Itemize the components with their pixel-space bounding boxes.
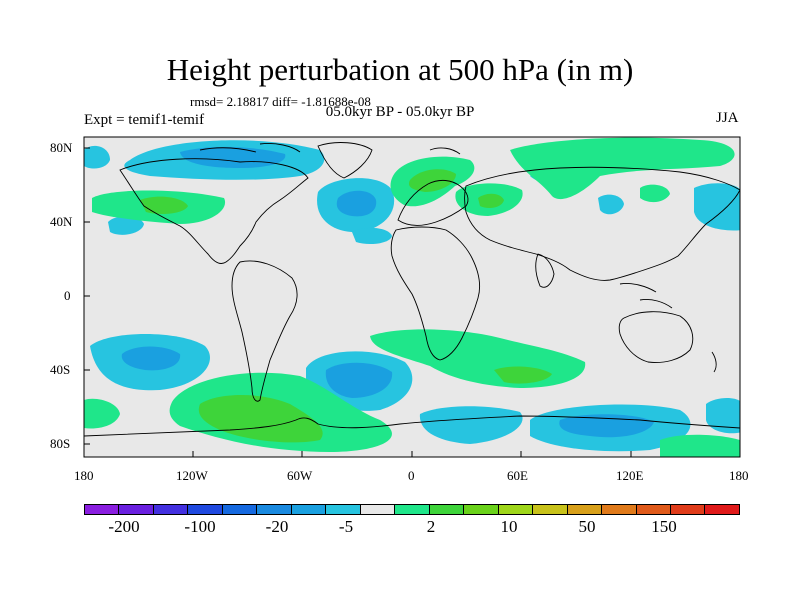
coastline-maritime (619, 283, 673, 309)
lon-label-120w: 120W (176, 468, 208, 483)
anomaly-region-sh-atlantic-blue-core (325, 362, 393, 398)
colorbar-swatch-16 (636, 505, 671, 514)
colorbar-swatch-0 (85, 505, 120, 514)
coastline-south-america (231, 260, 298, 402)
coastline-north-america (119, 158, 309, 265)
anomaly-region-atlantic-blue-low (352, 227, 392, 244)
coastline-europe (397, 179, 469, 226)
colorbar-swatch-8 (360, 505, 396, 514)
colorbar-swatch-11 (464, 505, 499, 514)
colorbar-swatch-2 (153, 505, 189, 514)
anomaly-region-sh-green-east (660, 434, 740, 457)
coastline-india (535, 253, 555, 288)
colorbar-swatch-13 (533, 505, 568, 514)
colorbar-swatch-14 (567, 505, 603, 514)
anomaly-region-west-blue (84, 145, 110, 169)
anomaly-region-sh-green-west (84, 398, 120, 429)
colorbar-label: -20 (265, 517, 289, 536)
lon-label-180e: 180 (729, 468, 749, 483)
lat-label-40s: 40S (50, 362, 71, 377)
anomaly-region-sh-green-core-2 (198, 395, 323, 443)
colorbar-swatch-1 (119, 505, 154, 514)
anomaly-region-asia-blue (598, 194, 624, 215)
anomaly-region-siberia-blue (694, 183, 740, 231)
colorbar-swatch-10 (429, 505, 465, 514)
lat-label-80s: 80S (50, 436, 71, 451)
colorbar-swatch-17 (670, 505, 706, 514)
lat-label-40n: 40N (50, 214, 73, 229)
anomaly-region-sh-green-core-1 (494, 366, 552, 384)
colorbar-swatch-4 (222, 505, 258, 514)
anomaly-region-na-green-core (140, 196, 188, 214)
colorbar-swatch-5 (257, 505, 292, 514)
anomaly-region-sh-blue-far-east (706, 398, 740, 434)
coastline-asia (464, 166, 740, 281)
stats-label: rmsd= 2.18817 diff= -1.81688e-08 (190, 94, 371, 109)
colorbar-swatch-15 (602, 505, 637, 514)
colorbar-swatch-9 (395, 505, 430, 514)
anomaly-region-arctic-blue-core (180, 146, 286, 168)
colorbar-label: -5 (338, 517, 354, 536)
anomaly-region-siberia-green (510, 137, 735, 200)
experiment-label: Expt = temif1-temif (84, 112, 205, 128)
lon-label-0: 0 (408, 468, 415, 483)
coastline-arctic-islands (199, 143, 461, 155)
season-label: JJA (716, 110, 739, 126)
anomaly-region-eurasia-green-core (478, 193, 504, 208)
lon-label-60w: 60W (287, 468, 313, 483)
anomaly-region-sh-pacific-blue-core (121, 346, 181, 371)
anomaly-region-sh-blue-east-core (559, 414, 654, 438)
colorbar (84, 504, 740, 515)
anomaly-region-pacific-green (640, 184, 670, 203)
coastline-new-zealand (711, 351, 717, 373)
colorbar-swatch-7 (326, 505, 361, 514)
colorbar-swatch-6 (291, 505, 327, 514)
lon-label-180w: 180 (74, 468, 94, 483)
period-label: 05.0kyr BP - 05.0kyr BP (325, 104, 475, 120)
anomaly-region-scandinavia-green-core (408, 169, 456, 192)
anomaly-region-pacific-blue-n (108, 216, 144, 235)
colorbar-swatch-12 (498, 505, 534, 514)
coastline-africa (390, 226, 481, 361)
coastlines (84, 142, 740, 437)
colorbar-swatch-3 (188, 505, 223, 514)
lon-label-60e: 60E (507, 468, 528, 483)
colorbar-label: -200 (108, 517, 140, 536)
anomaly-region-atlantic-blue-core (336, 190, 377, 217)
colorbar-swatch-18 (705, 505, 739, 514)
colorbar-label: -100 (184, 517, 216, 536)
colorbar-label: 150 (651, 517, 677, 536)
anomaly-contours (84, 137, 740, 457)
lat-label-0: 0 (64, 288, 71, 303)
lon-label-120e: 120E (616, 468, 644, 483)
lat-label-80n: 80N (50, 140, 73, 155)
anomaly-region-sh-indian-blue (419, 406, 523, 444)
coastline-antarctica (84, 415, 740, 437)
page-title: Height perturbation at 500 hPa (in m) (166, 52, 634, 87)
coastline-greenland (317, 142, 373, 179)
map-ticks (84, 147, 632, 457)
coastline-australia (618, 311, 694, 363)
colorbar-label: 10 (500, 517, 518, 536)
colorbar-label: 50 (578, 517, 596, 536)
colorbar-label: 2 (426, 517, 436, 536)
